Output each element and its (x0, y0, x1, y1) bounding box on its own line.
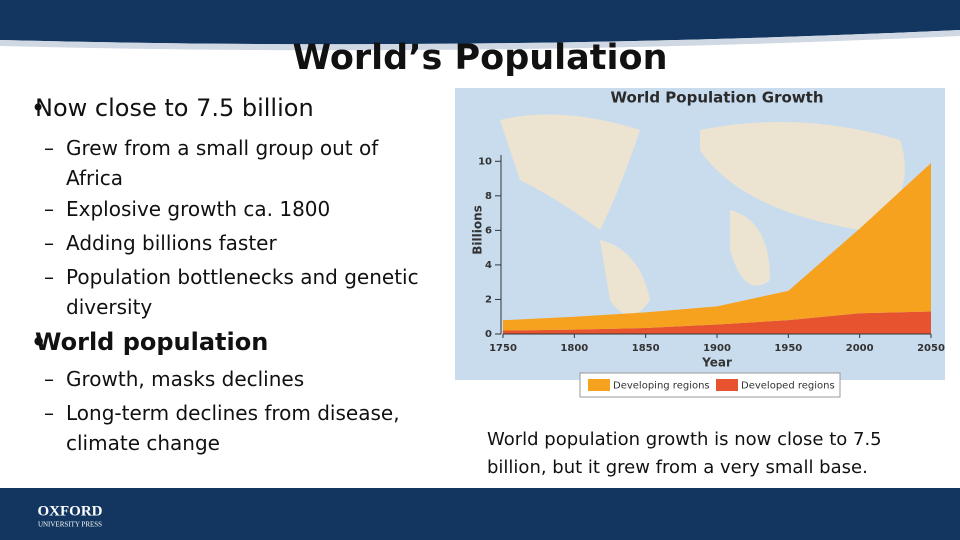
slide-title: World’s Population (292, 38, 668, 78)
legend-label: Developed regions (741, 381, 835, 392)
legend-swatch (588, 379, 610, 391)
sub-bullet: Adding billions faster (44, 228, 441, 258)
legend-label: Developing regions (613, 381, 710, 392)
x-tick-label: 1800 (560, 343, 588, 354)
legend-box (579, 372, 841, 398)
area (503, 311, 931, 334)
chart: World Population Growth Billions Year 0 2 4 6 8… (455, 88, 945, 398)
chart-title: World Population Growth (610, 89, 823, 107)
sub-bullet: Explosive growth ca. 1800 (44, 194, 441, 224)
bottom-band (0, 488, 960, 540)
x-axis-label: Year (701, 356, 732, 370)
x-tick-label: 2000 (846, 343, 874, 354)
sub-bullet: Long-term declines from disease, climate… (44, 398, 441, 458)
bullet: World population (31, 328, 435, 356)
logo-subtitle: UNIVERSITY PRESS (38, 521, 102, 529)
x-tick-label: 1950 (774, 343, 802, 354)
top-band-edge (0, 30, 960, 51)
y-tick-label: 2 (485, 294, 492, 305)
bullet: Now close to 7.5 billion (31, 94, 435, 122)
x-tick-label: 1900 (703, 343, 731, 354)
sub-bullet: Growth, masks declines (44, 364, 441, 394)
caption: World population growth is now close to … (487, 429, 882, 478)
top-band (0, 0, 960, 45)
map-land (500, 114, 905, 315)
x-tick-label: 1750 (489, 343, 517, 354)
sub-bullet: Grew from a small group out of Africa (44, 133, 441, 193)
y-tick-label: 4 (485, 260, 492, 271)
sub-bullet: Population bottlenecks and genetic diver… (44, 262, 441, 322)
logo-name: OXFORD (38, 503, 103, 519)
x-tick-label: 2050 (917, 343, 945, 354)
y-axis-label: Billions (471, 205, 485, 255)
y-tick-label: 6 (485, 225, 492, 236)
y-tick-label: 8 (485, 191, 492, 202)
x-tick-label: 1850 (632, 343, 660, 354)
y-tick-label: 10 (478, 156, 492, 167)
y-tick-label: 0 (485, 329, 492, 340)
area (503, 163, 931, 331)
legend-swatch (716, 379, 738, 391)
